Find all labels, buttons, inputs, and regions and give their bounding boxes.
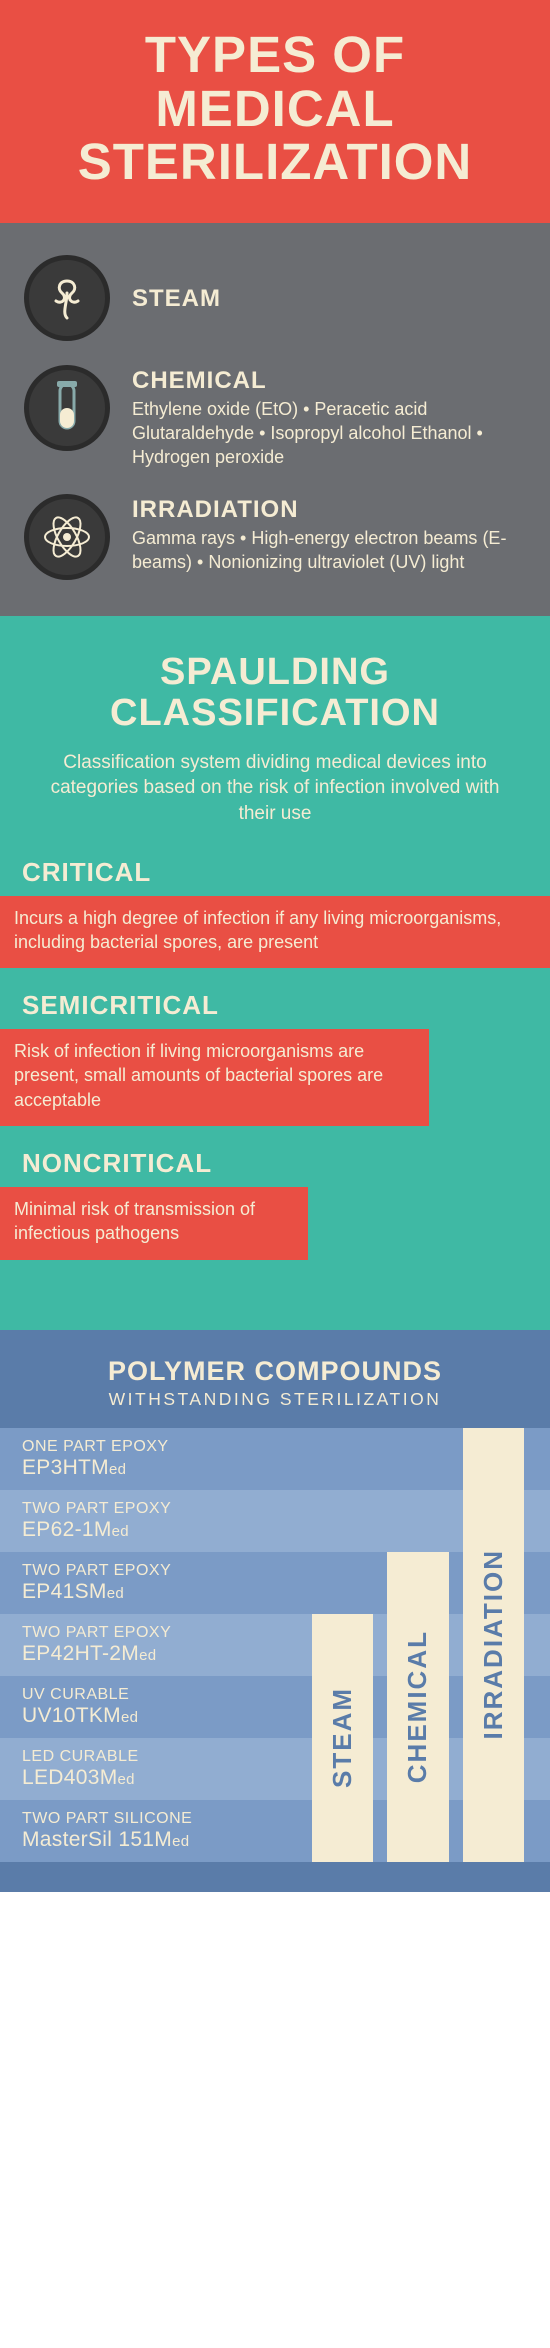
type-label: CHEMICAL	[132, 367, 526, 395]
spaulding-title: SPAULDING CLASSIFICATION	[0, 652, 550, 734]
polymer-cell: UV CURABLEUV10TKMed	[0, 1686, 312, 1728]
category-label: SEMICRITICAL	[22, 990, 528, 1021]
polymer-cell: TWO PART EPOXYEP41SMed	[0, 1562, 312, 1604]
polymer-name: EP41SMed	[22, 1580, 312, 1604]
category-body: Minimal risk of transmission of infectio…	[0, 1187, 308, 1260]
polymer-cell: ONE PART EPOXYEP3HTMed	[0, 1438, 312, 1480]
atom-icon	[24, 494, 110, 580]
bar-label: STEAM	[327, 1687, 358, 1788]
polymer-name: EP62-1Med	[22, 1518, 312, 1542]
polymer-cell: TWO PART EPOXYEP62-1Med	[0, 1500, 312, 1542]
bar-label: IRRADIATION	[478, 1549, 509, 1740]
type-steam: STEAM	[24, 255, 526, 341]
type-label: IRRADIATION	[132, 496, 526, 524]
polymer-subtitle: WITHSTANDING STERILIZATION	[0, 1387, 550, 1428]
polymer-section: POLYMER COMPOUNDS WITHSTANDING STERILIZA…	[0, 1330, 550, 1892]
spaulding-section: SPAULDING CLASSIFICATION Classification …	[0, 616, 550, 1330]
tube-icon	[24, 365, 110, 451]
header-section: TYPES OF MEDICAL STERILIZATION	[0, 0, 550, 223]
polymer-cell: LED CURABLELED403Med	[0, 1748, 312, 1790]
polymer-type: TWO PART SILICONE	[22, 1810, 312, 1828]
polymer-title: POLYMER COMPOUNDS	[0, 1356, 550, 1387]
polymer-cell: TWO PART SILICONEMasterSil 151Med	[0, 1810, 312, 1852]
type-chemical: CHEMICAL Ethylene oxide (EtO) • Peraceti…	[24, 365, 526, 470]
bar-label: CHEMICAL	[402, 1630, 433, 1783]
type-body: Ethylene oxide (EtO) • Peracetic acid Gl…	[132, 397, 526, 470]
polymer-type: UV CURABLE	[22, 1686, 312, 1704]
polymer-grid: ONE PART EPOXYEP3HTMedTWO PART EPOXYEP62…	[0, 1428, 550, 1862]
swirl-icon	[24, 255, 110, 341]
category-label: CRITICAL	[22, 857, 528, 888]
polymer-type: LED CURABLE	[22, 1748, 312, 1766]
sterilization-bar: CHEMICAL	[387, 1552, 448, 1862]
polymer-type: ONE PART EPOXY	[22, 1438, 312, 1456]
polymer-cell: TWO PART EPOXYEP42HT-2Med	[0, 1624, 312, 1666]
sterilization-bar: STEAM	[312, 1614, 373, 1862]
spaulding-noncritical: NONCRITICAL	[0, 1148, 550, 1179]
spaulding-critical: CRITICAL	[0, 857, 550, 888]
category-label: NONCRITICAL	[22, 1148, 528, 1179]
category-body: Incurs a high degree of infection if any…	[0, 896, 550, 969]
polymer-name: EP42HT-2Med	[22, 1642, 312, 1666]
types-section: STEAM CHEMICAL Ethylene oxide (EtO) • Pe…	[0, 223, 550, 616]
polymer-type: TWO PART EPOXY	[22, 1624, 312, 1642]
sterilization-bar: IRRADIATION	[463, 1428, 524, 1862]
type-label: STEAM	[132, 285, 221, 313]
polymer-name: MasterSil 151Med	[22, 1828, 312, 1852]
category-body: Risk of infection if living microorganis…	[0, 1029, 429, 1126]
polymer-type: TWO PART EPOXY	[22, 1562, 312, 1580]
polymer-name: UV10TKMed	[22, 1704, 312, 1728]
polymer-type: TWO PART EPOXY	[22, 1500, 312, 1518]
type-irradiation: IRRADIATION Gamma rays • High-energy ele…	[24, 494, 526, 580]
polymer-name: LED403Med	[22, 1766, 312, 1790]
spaulding-intro: Classification system dividing medical d…	[0, 734, 550, 857]
spaulding-semicritical: SEMICRITICAL	[0, 990, 550, 1021]
polymer-name: EP3HTMed	[22, 1456, 312, 1480]
type-body: Gamma rays • High-energy electron beams …	[132, 526, 526, 575]
page-title: TYPES OF MEDICAL STERILIZATION	[20, 28, 530, 189]
